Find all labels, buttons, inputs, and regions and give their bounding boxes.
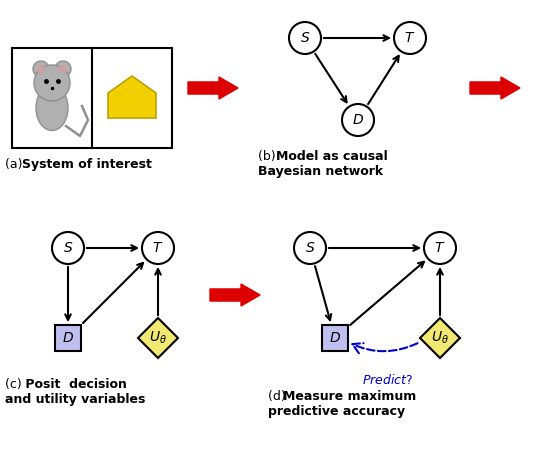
FancyArrowPatch shape — [352, 343, 418, 353]
Text: $T$: $T$ — [152, 241, 163, 255]
Circle shape — [37, 65, 45, 73]
Polygon shape — [420, 318, 460, 358]
Ellipse shape — [36, 86, 68, 130]
FancyArrow shape — [210, 284, 260, 306]
Text: $S$: $S$ — [305, 241, 315, 255]
FancyArrow shape — [470, 77, 520, 99]
Circle shape — [424, 232, 456, 264]
Text: predictive accuracy: predictive accuracy — [268, 405, 405, 418]
Text: $D$: $D$ — [329, 331, 341, 345]
Text: $D$: $D$ — [62, 331, 74, 345]
Text: Measure maximum: Measure maximum — [283, 390, 416, 403]
Text: $T$: $T$ — [434, 241, 445, 255]
Circle shape — [34, 65, 70, 101]
Circle shape — [394, 22, 426, 54]
Circle shape — [33, 61, 49, 77]
FancyArrow shape — [188, 77, 238, 99]
Polygon shape — [108, 76, 156, 118]
FancyBboxPatch shape — [12, 48, 172, 148]
Text: (b): (b) — [258, 150, 280, 163]
Text: Bayesian network: Bayesian network — [258, 165, 383, 178]
Polygon shape — [138, 318, 178, 358]
Text: $\mathit{Predict?}$: $\mathit{Predict?}$ — [362, 373, 413, 387]
Circle shape — [55, 61, 71, 77]
Circle shape — [342, 104, 374, 136]
Text: (a): (a) — [5, 158, 27, 171]
Circle shape — [142, 232, 174, 264]
Circle shape — [59, 65, 67, 73]
Text: $S$: $S$ — [63, 241, 73, 255]
Text: System of interest: System of interest — [22, 158, 152, 171]
Text: $U_\theta$: $U_\theta$ — [149, 330, 167, 346]
Text: $D$: $D$ — [352, 113, 364, 127]
Circle shape — [52, 232, 84, 264]
Text: Posit  decision: Posit decision — [21, 378, 127, 391]
Circle shape — [294, 232, 326, 264]
Text: Model as causal: Model as causal — [276, 150, 388, 163]
Text: (d): (d) — [268, 390, 290, 403]
Text: (c): (c) — [5, 378, 25, 391]
Circle shape — [289, 22, 321, 54]
FancyBboxPatch shape — [322, 325, 348, 351]
Text: $U_\theta$: $U_\theta$ — [431, 330, 449, 346]
Text: $S$: $S$ — [300, 31, 310, 45]
Text: $T$: $T$ — [404, 31, 416, 45]
FancyBboxPatch shape — [55, 325, 81, 351]
Text: and utility variables: and utility variables — [5, 393, 145, 406]
